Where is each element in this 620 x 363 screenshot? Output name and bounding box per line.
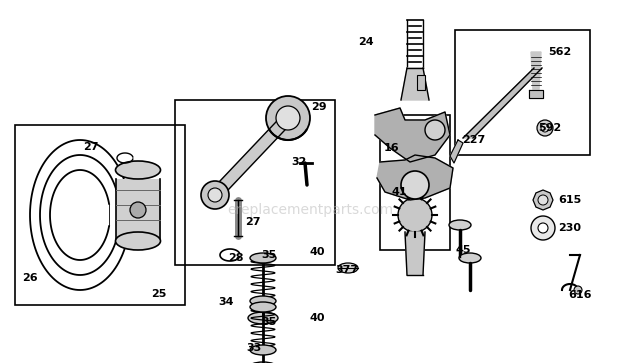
Text: 40: 40 [310, 247, 326, 257]
Ellipse shape [459, 253, 481, 263]
Circle shape [130, 202, 146, 218]
Text: 230: 230 [558, 223, 581, 233]
Polygon shape [377, 155, 453, 200]
Bar [380, 115, 450, 250]
Text: 227: 227 [462, 135, 485, 145]
Bar [116, 179, 161, 241]
Text: 25: 25 [151, 289, 166, 299]
Ellipse shape [115, 161, 161, 179]
Ellipse shape [248, 362, 278, 363]
Text: 377: 377 [335, 265, 358, 275]
Text: 35: 35 [261, 317, 277, 327]
Ellipse shape [250, 302, 276, 312]
Text: 26: 26 [22, 273, 38, 283]
Text: 35: 35 [261, 250, 277, 260]
Text: 28: 28 [228, 253, 244, 263]
Ellipse shape [250, 296, 276, 306]
Ellipse shape [338, 263, 358, 273]
Polygon shape [450, 140, 463, 163]
Polygon shape [375, 108, 450, 162]
Bar [15, 125, 185, 305]
Text: 615: 615 [558, 195, 582, 205]
Circle shape [401, 171, 429, 199]
Polygon shape [463, 68, 542, 138]
Ellipse shape [115, 232, 161, 250]
Polygon shape [405, 232, 425, 275]
Ellipse shape [449, 220, 471, 230]
Circle shape [201, 181, 229, 209]
Circle shape [276, 106, 300, 130]
Circle shape [537, 120, 553, 136]
Ellipse shape [250, 345, 276, 355]
Circle shape [425, 120, 445, 140]
Text: 29: 29 [311, 102, 327, 112]
Text: 45: 45 [455, 245, 471, 255]
Ellipse shape [250, 253, 276, 263]
Bar [455, 30, 590, 155]
Polygon shape [529, 90, 543, 98]
Text: 27: 27 [83, 142, 99, 152]
Ellipse shape [248, 312, 278, 324]
Bar [175, 100, 335, 265]
Polygon shape [211, 114, 293, 199]
Text: 616: 616 [568, 290, 591, 300]
Circle shape [538, 223, 548, 233]
Bar [417, 75, 425, 90]
Circle shape [208, 188, 222, 202]
Text: 24: 24 [358, 37, 374, 47]
Circle shape [531, 216, 555, 240]
Circle shape [574, 286, 582, 294]
Text: ereplacementparts.com: ereplacementparts.com [227, 203, 393, 217]
Circle shape [538, 195, 548, 205]
Circle shape [541, 124, 549, 132]
Polygon shape [401, 68, 429, 100]
Text: 592: 592 [538, 123, 561, 133]
Text: 32: 32 [291, 157, 306, 167]
Text: 562: 562 [548, 47, 571, 57]
Text: 27: 27 [245, 217, 260, 227]
Text: 33: 33 [246, 343, 261, 353]
Circle shape [266, 96, 310, 140]
Text: 16: 16 [384, 143, 400, 153]
Circle shape [398, 198, 432, 232]
Polygon shape [531, 52, 541, 90]
Text: 40: 40 [310, 313, 326, 323]
Text: 41: 41 [392, 187, 407, 197]
Text: 34: 34 [218, 297, 234, 307]
